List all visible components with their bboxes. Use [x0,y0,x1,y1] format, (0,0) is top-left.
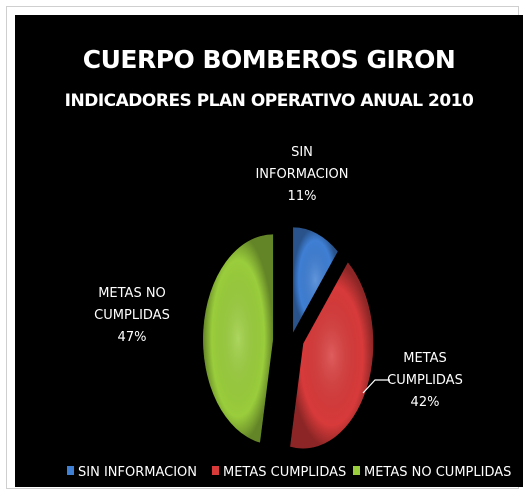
pie-slices [203,227,374,449]
legend-item-metas-cumplidas: METAS CUMPLIDAS [212,465,346,480]
pie-slice-shading [203,234,274,443]
chart-subtitle: INDICADORES PLAN OPERATIVO ANUAL 2010 [65,91,474,111]
pie-slice-shading [290,262,374,449]
legend-swatch [353,466,360,475]
chart-title: CUERPO BOMBEROS GIRON [83,45,456,74]
slice-label-metas-no-cumplidas: METAS NO CUMPLIDAS 47% [94,286,170,345]
legend-swatch [67,466,74,475]
leader-line [362,379,390,394]
legend-label: METAS NO CUMPLIDAS [364,465,511,480]
legend-swatch [212,466,219,475]
legend-item-sin-informacion: SIN INFORMACION [67,465,197,480]
pie-slice-labels: SIN INFORMACION 11% METAS CUMPLIDAS 42% METAS … [94,145,463,410]
legend-label: METAS CUMPLIDAS [223,465,346,480]
slice-label-metas-cumplidas: METAS CUMPLIDAS 42% [387,351,463,410]
legend-item-metas-no-cumplidas: METAS NO CUMPLIDAS [353,465,511,480]
legend-label: SIN INFORMACION [78,465,197,480]
chart-area: CUERPO BOMBEROS GIRON INDICADORES PLAN O… [15,15,523,487]
slice-label-sin-informacion: SIN INFORMACION 11% [255,145,348,204]
pie-slice-shading [293,227,338,333]
pie-chart: CUERPO BOMBEROS GIRON INDICADORES PLAN O… [65,45,512,480]
chart-legend: SIN INFORMACION METAS CUMPLIDAS METAS NO C… [67,465,511,480]
chart-frame: CUERPO BOMBEROS GIRON INDICADORES PLAN O… [6,6,523,489]
